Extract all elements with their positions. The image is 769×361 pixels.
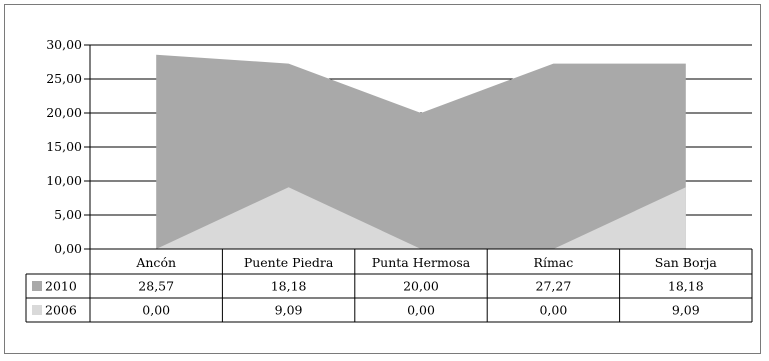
category-label: Punta Hermosa (372, 255, 471, 270)
y-tick-label: 10,00 (46, 173, 82, 188)
y-tick-label: 25,00 (46, 71, 82, 86)
legend-swatch-2010 (32, 281, 42, 291)
chart-frame (4, 4, 761, 354)
data-label: 0,00 (539, 303, 567, 318)
data-label: 0,00 (142, 303, 170, 318)
category-label: San Borja (655, 255, 718, 270)
area-series (156, 54, 686, 249)
y-tick-label: 30,00 (46, 37, 82, 52)
data-table: Ancón Puente Piedra Punta Hermosa Rímac San … (25, 248, 753, 323)
y-tick-label: 0,00 (54, 241, 82, 256)
data-label: 27,27 (536, 279, 572, 294)
y-tick-label: 5,00 (54, 207, 82, 222)
category-label: Rímac (534, 255, 574, 270)
category-label: Puente Piedra (244, 255, 334, 270)
y-tick-label: 15,00 (46, 139, 82, 154)
legend-label: 2006 (45, 303, 77, 318)
data-label: 9,09 (275, 303, 303, 318)
legend-label: 2010 (45, 279, 77, 294)
data-label: 28,57 (138, 279, 174, 294)
category-label: Ancón (135, 255, 176, 270)
data-label: 18,18 (271, 279, 307, 294)
legend-swatch-2006 (32, 305, 42, 315)
y-tick-label: 20,00 (46, 105, 82, 120)
data-label: 18,18 (668, 279, 704, 294)
data-label: 9,09 (672, 303, 700, 318)
area-2006 (156, 187, 686, 249)
data-label: 20,00 (403, 279, 439, 294)
data-label: 0,00 (407, 303, 435, 318)
y-tick-labels: 0,00 5,00 10,00 15,00 20,00 25,00 30,00 (46, 37, 82, 256)
